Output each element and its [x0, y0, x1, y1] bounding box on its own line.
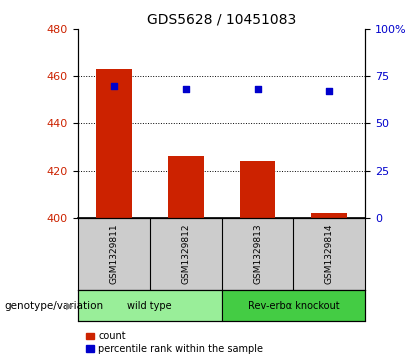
Bar — [78, 290, 222, 321]
Text: GSM1329812: GSM1329812 — [181, 224, 190, 284]
Text: Rev-erbα knockout: Rev-erbα knockout — [248, 301, 339, 311]
Text: GSM1329814: GSM1329814 — [325, 224, 334, 284]
Text: GSM1329811: GSM1329811 — [109, 224, 118, 284]
Bar — [312, 213, 347, 218]
Bar — [222, 290, 365, 321]
Text: GSM1329813: GSM1329813 — [253, 224, 262, 284]
Bar — [239, 161, 276, 218]
Text: genotype/variation: genotype/variation — [4, 301, 103, 311]
Bar — [168, 156, 204, 218]
Text: wild type: wild type — [127, 301, 172, 311]
Legend: count, percentile rank within the sample: count, percentile rank within the sample — [83, 327, 267, 358]
Bar — [96, 69, 131, 218]
Point — [254, 86, 261, 92]
Title: GDS5628 / 10451083: GDS5628 / 10451083 — [147, 12, 296, 26]
Point — [110, 83, 117, 89]
Text: ▶: ▶ — [66, 301, 73, 311]
Point — [182, 86, 189, 92]
Point — [326, 89, 333, 94]
